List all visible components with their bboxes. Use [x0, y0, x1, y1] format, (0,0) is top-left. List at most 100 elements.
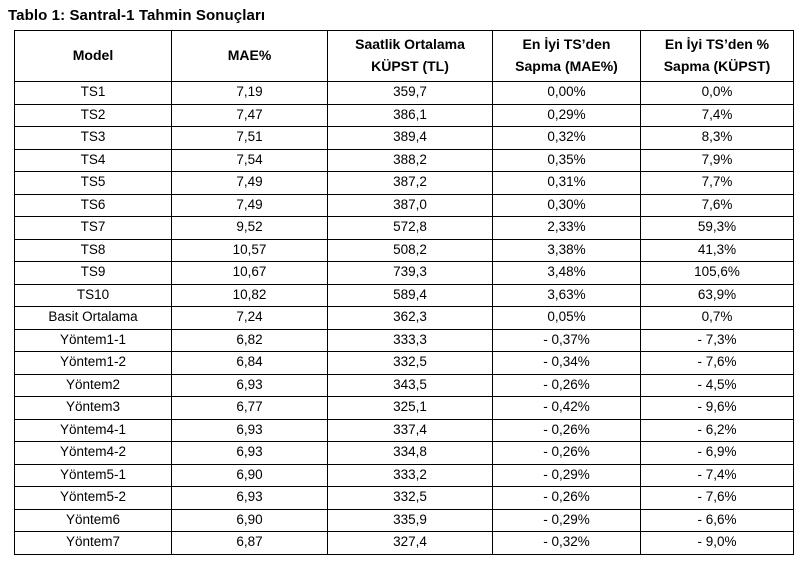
cell-kupst: 332,5 [327, 486, 493, 510]
cell-sapma-kupst: - 7,4% [640, 463, 794, 487]
cell-sapma-kupst: - 7,6% [640, 351, 794, 375]
cell-kupst: 335,9 [327, 508, 493, 532]
table-row: Yöntem3 6,77 325,1- 0,42% - 9,6% [14, 396, 794, 420]
cell-model: Yöntem3 [14, 396, 172, 420]
cell-kupst: 387,0 [327, 193, 493, 217]
column-header-sapma-mae: En İyi TS’den Sapma (MAE%) [492, 30, 641, 82]
cell-sapma-kupst: 63,9% [640, 283, 794, 307]
cell-sapma-mae: 2,33% [492, 216, 641, 240]
table-row: TS5 7,49 387,2 0,31% 7,7% [14, 171, 794, 195]
cell-kupst: 386,1 [327, 103, 493, 127]
cell-sapma-mae: - 0,29% [492, 463, 641, 487]
cell-sapma-mae: - 0,26% [492, 441, 641, 465]
cell-mae: 6,93 [171, 441, 328, 465]
cell-sapma-mae: 3,38% [492, 238, 641, 262]
cell-kupst: 362,3 [327, 306, 493, 330]
cell-sapma-kupst: - 7,6% [640, 486, 794, 510]
cell-kupst: 327,4 [327, 531, 493, 555]
cell-sapma-mae: - 0,26% [492, 373, 641, 397]
cell-model: Yöntem7 [14, 531, 172, 555]
cell-model: TS7 [14, 216, 172, 240]
cell-model: TS8 [14, 238, 172, 262]
cell-sapma-mae: 0,29% [492, 103, 641, 127]
table-row: Yöntem5-2 6,93 332,5- 0,26% - 7,6% [14, 486, 794, 510]
cell-kupst: 337,4 [327, 418, 493, 442]
table-row: Yöntem7 6,87 327,4- 0,32% - 9,0% [14, 531, 794, 555]
cell-sapma-kupst: 0,0% [640, 81, 794, 105]
cell-kupst: 589,4 [327, 283, 493, 307]
cell-kupst: 387,2 [327, 171, 493, 195]
cell-model: TS1 [14, 81, 172, 105]
cell-mae: 7,49 [171, 193, 328, 217]
cell-sapma-kupst: 7,4% [640, 103, 794, 127]
column-header-kupst: Saatlik Ortalama KÜPST (TL) [327, 30, 493, 82]
cell-sapma-kupst: - 6,2% [640, 418, 794, 442]
cell-mae: 6,84 [171, 351, 328, 375]
cell-kupst: 325,1 [327, 396, 493, 420]
cell-kupst: 739,3 [327, 261, 493, 285]
column-header-sapma-kupst: En İyi TS’den % Sapma (KÜPST) [640, 30, 794, 82]
cell-sapma-mae: 0,00% [492, 81, 641, 105]
table-row: Yöntem5-1 6,90 333,2- 0,29% - 7,4% [14, 463, 794, 487]
cell-sapma-kupst: - 9,0% [640, 531, 794, 555]
cell-sapma-mae: - 0,42% [492, 396, 641, 420]
cell-sapma-kupst: 41,3% [640, 238, 794, 262]
table-row: TS7 9,52 572,8 2,33% 59,3% [14, 216, 794, 240]
cell-model: Yöntem6 [14, 508, 172, 532]
cell-mae: 6,77 [171, 396, 328, 420]
cell-model: Yöntem5-1 [14, 463, 172, 487]
cell-model: TS6 [14, 193, 172, 217]
cell-sapma-kupst: 0,7% [640, 306, 794, 330]
cell-sapma-kupst: - 6,9% [640, 441, 794, 465]
cell-mae: 10,57 [171, 238, 328, 262]
cell-kupst: 572,8 [327, 216, 493, 240]
cell-mae: 7,47 [171, 103, 328, 127]
column-header-mae: MAE% [171, 30, 328, 82]
cell-sapma-kupst: 7,9% [640, 148, 794, 172]
cell-sapma-mae: - 0,26% [492, 418, 641, 442]
cell-sapma-kupst: 7,6% [640, 193, 794, 217]
table-row: TS10 10,82 589,4 3,63% 63,9% [14, 283, 794, 307]
cell-mae: 10,82 [171, 283, 328, 307]
cell-sapma-mae: 0,32% [492, 126, 641, 150]
cell-mae: 7,54 [171, 148, 328, 172]
table-row: Yöntem6 6,90 335,9- 0,29% - 6,6% [14, 508, 794, 532]
cell-sapma-mae: - 0,29% [492, 508, 641, 532]
cell-sapma-mae: - 0,34% [492, 351, 641, 375]
table-row: TS8 10,57 508,2 3,38% 41,3% [14, 238, 794, 262]
cell-sapma-kupst: - 7,3% [640, 328, 794, 352]
table-row: TS3 7,51 389,4 0,32% 8,3% [14, 126, 794, 150]
table-row: Yöntem1-2 6,84 332,5- 0,34% - 7,6% [14, 351, 794, 375]
cell-kupst: 333,3 [327, 328, 493, 352]
cell-mae: 9,52 [171, 216, 328, 240]
cell-mae: 6,87 [171, 531, 328, 555]
cell-sapma-mae: 3,63% [492, 283, 641, 307]
cell-model: Yöntem1-2 [14, 351, 172, 375]
cell-sapma-kupst: 105,6% [640, 261, 794, 285]
cell-sapma-mae: - 0,32% [492, 531, 641, 555]
table-row: TS1 7,19 359,7 0,00% 0,0% [14, 81, 794, 105]
cell-model: Yöntem5-2 [14, 486, 172, 510]
cell-model: Yöntem4-1 [14, 418, 172, 442]
cell-model: TS9 [14, 261, 172, 285]
table-row: Yöntem4-1 6,93 337,4- 0,26% - 6,2% [14, 418, 794, 442]
cell-kupst: 359,7 [327, 81, 493, 105]
cell-sapma-kupst: - 9,6% [640, 396, 794, 420]
cell-kupst: 389,4 [327, 126, 493, 150]
cell-sapma-mae: - 0,26% [492, 486, 641, 510]
cell-mae: 7,51 [171, 126, 328, 150]
cell-sapma-kupst: 59,3% [640, 216, 794, 240]
cell-kupst: 334,8 [327, 441, 493, 465]
column-header-model: Model [14, 30, 172, 82]
cell-model: TS2 [14, 103, 172, 127]
cell-kupst: 332,5 [327, 351, 493, 375]
cell-kupst: 388,2 [327, 148, 493, 172]
table-row: TS6 7,49 387,0 0,30% 7,6% [14, 193, 794, 217]
cell-mae: 7,49 [171, 171, 328, 195]
table-row: TS9 10,67 739,3 3,48% 105,6% [14, 261, 794, 285]
cell-mae: 6,93 [171, 486, 328, 510]
cell-sapma-mae: 0,31% [492, 171, 641, 195]
cell-mae: 6,93 [171, 373, 328, 397]
cell-sapma-mae: 0,05% [492, 306, 641, 330]
cell-model: TS4 [14, 148, 172, 172]
